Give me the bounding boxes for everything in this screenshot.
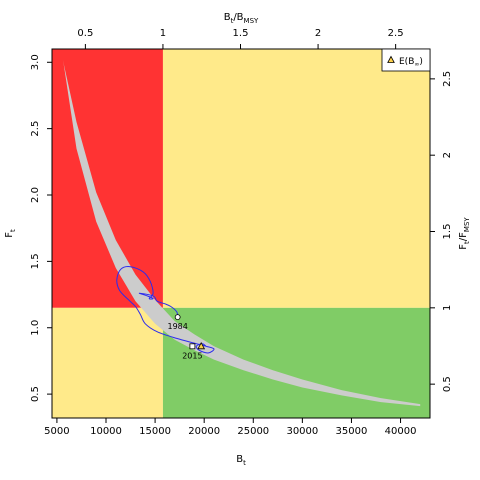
y-tick-label: 1.5 [30,253,41,269]
y-tick-label: 0.5 [30,386,41,402]
y-tick-label: 1.0 [30,320,41,336]
quadrant-overfishing [162,49,430,308]
top-tick-label: 2 [315,28,321,39]
point-2015 [189,343,196,350]
quadrant-overfished [52,307,163,418]
equilibrium-band [62,59,421,407]
point-label-2015: 2015 [182,351,202,360]
x-tick-label: 5000 [44,426,69,437]
x-axis-label: Bt [236,454,246,467]
point-expected-equilibrium [197,341,206,350]
y-axis-label: Ft [4,229,17,238]
right-tick-label: 2.5 [442,71,453,87]
trajectory-line [116,266,215,354]
y-tick-label: 2.5 [30,121,41,137]
top-axis-label: Bt/BMSY [224,12,259,25]
right-tick-label: 0.5 [442,376,453,392]
point-1984 [174,314,181,321]
right-tick-label: 1.5 [442,224,453,240]
x-tick-label: 15000 [139,426,171,437]
y-tick-label: 3.0 [30,54,41,70]
x-tick-label: 10000 [90,426,122,437]
x-tick-label: 25000 [237,426,269,437]
x-tick-label: 35000 [336,426,368,437]
top-tick-label: 1 [160,28,166,39]
x-tick-label: 30000 [286,426,318,437]
legend-triangle-icon [387,55,395,63]
y-tick-label: 2.0 [30,187,41,203]
legend-label: E(B∞) [399,57,423,68]
right-tick-label: 1 [442,305,453,311]
top-tick-label: 2.5 [388,28,404,39]
right-axis-label: Ft/FMSY [458,217,471,250]
top-tick-label: 1.5 [233,28,249,39]
x-tick-label: 40000 [385,426,417,437]
point-label-1984: 1984 [167,322,187,331]
right-tick-label: 2 [442,152,453,158]
x-tick-label: 20000 [188,426,220,437]
quadrant-overfished-overfishing [52,49,163,308]
legend-box [381,48,431,72]
top-tick-label: 0.5 [77,28,93,39]
